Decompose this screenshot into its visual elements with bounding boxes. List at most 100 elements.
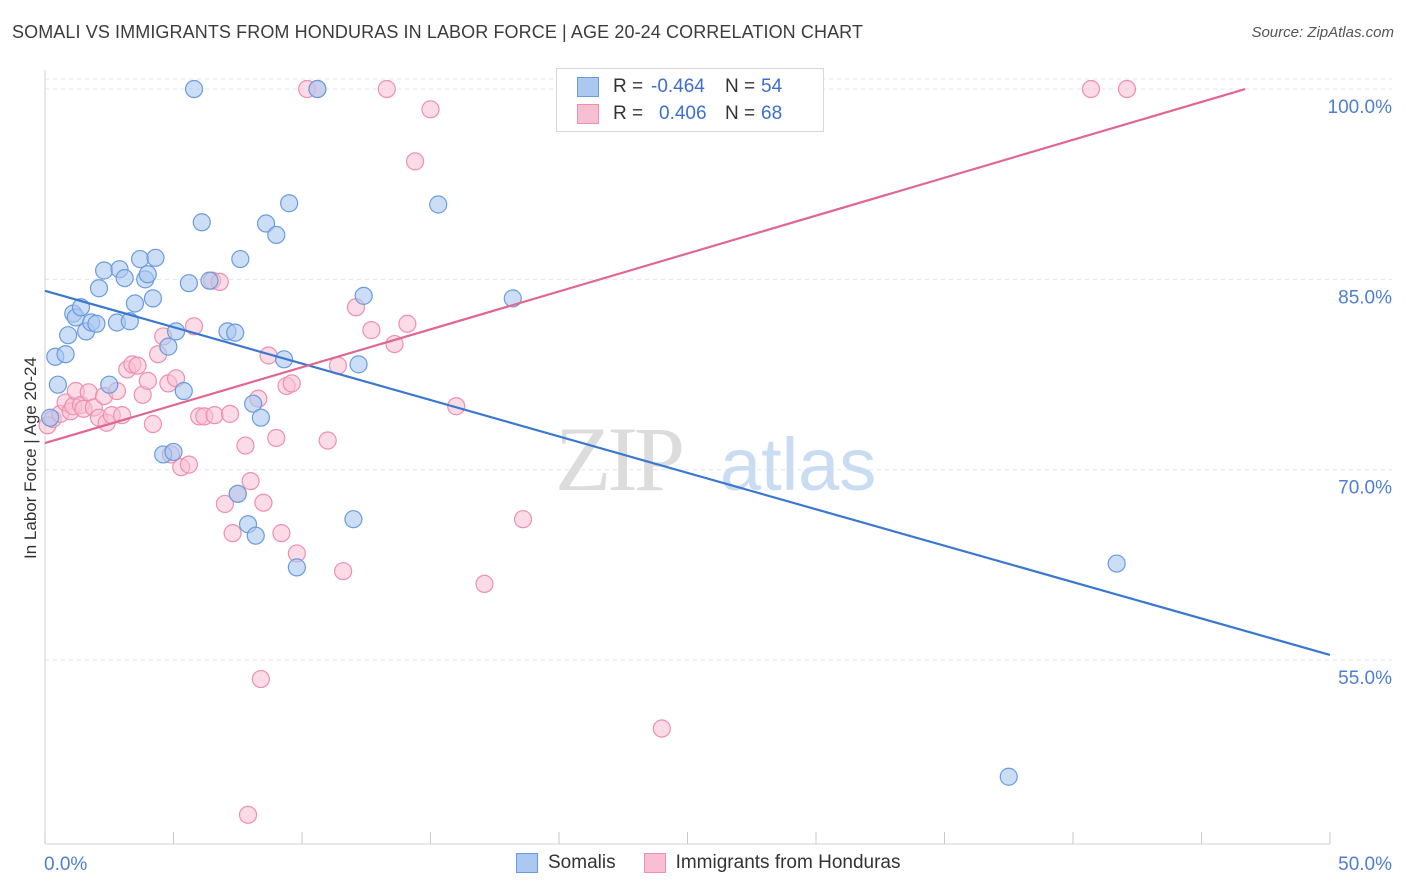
somali-point bbox=[231, 249, 250, 269]
honduras-point bbox=[334, 562, 353, 581]
honduras-point bbox=[513, 510, 533, 529]
somali-point bbox=[280, 194, 299, 213]
honduras-r-value: 0.406 bbox=[659, 103, 707, 124]
somali-point bbox=[246, 526, 265, 545]
trend-lines bbox=[44, 87, 1331, 656]
legend-row-honduras: R = 0.406 N = 68 bbox=[577, 102, 782, 126]
somali-point bbox=[349, 355, 368, 374]
somali-point bbox=[1107, 554, 1126, 573]
somali-point bbox=[143, 289, 163, 308]
axes bbox=[44, 70, 1331, 845]
honduras-point bbox=[398, 314, 417, 333]
somali-point bbox=[503, 289, 522, 308]
somali-point bbox=[115, 268, 134, 288]
honduras-point bbox=[254, 493, 273, 512]
honduras-point bbox=[421, 100, 440, 119]
somali-point bbox=[87, 314, 106, 333]
honduras-point bbox=[184, 317, 204, 336]
legend-item-honduras[interactable]: Immigrants from Honduras bbox=[643, 852, 901, 874]
honduras-point bbox=[236, 436, 255, 455]
series-legend: Somalis Immigrants from Honduras bbox=[516, 852, 928, 874]
somali-point bbox=[48, 375, 67, 394]
somali-point bbox=[267, 225, 286, 245]
watermark-atlas: atlas bbox=[720, 423, 876, 506]
somali-point bbox=[344, 510, 363, 529]
somali-point bbox=[100, 375, 119, 394]
honduras-swatch bbox=[577, 104, 599, 124]
honduras-point bbox=[143, 414, 163, 434]
honduras-point bbox=[652, 719, 671, 738]
honduras-point bbox=[128, 356, 147, 375]
honduras-point bbox=[79, 383, 98, 402]
honduras-legend-label: Immigrants from Honduras bbox=[675, 852, 901, 873]
honduras-point bbox=[405, 152, 425, 171]
somali-point bbox=[429, 195, 448, 214]
y-tick-label: 100.0% bbox=[1328, 97, 1393, 118]
x-tick-label-max: 50.0% bbox=[1338, 854, 1392, 875]
honduras-trend-line bbox=[44, 87, 1246, 445]
somali-point bbox=[251, 408, 270, 427]
somali-point bbox=[256, 214, 276, 233]
honduras-point bbox=[220, 404, 240, 423]
somali-trend-line bbox=[44, 289, 1331, 656]
honduras-point bbox=[377, 79, 396, 99]
honduras-point bbox=[241, 472, 260, 491]
somali-point bbox=[244, 394, 263, 413]
honduras-point bbox=[238, 805, 258, 824]
honduras-r-label: R = bbox=[613, 103, 644, 124]
y-tick-label: 70.0% bbox=[1338, 478, 1392, 499]
somali-point bbox=[226, 323, 245, 342]
somali-point bbox=[354, 286, 373, 305]
somali-point bbox=[200, 271, 219, 290]
honduras-point bbox=[251, 669, 270, 689]
honduras-point bbox=[272, 524, 291, 543]
somali-point bbox=[184, 79, 204, 99]
honduras-point bbox=[179, 455, 199, 474]
somali-point bbox=[138, 265, 157, 284]
honduras-point bbox=[205, 406, 224, 425]
honduras-point bbox=[318, 431, 337, 450]
honduras-point bbox=[1117, 79, 1137, 99]
somali-r-label: R = bbox=[613, 76, 644, 97]
source-credit: Source: ZipAtlas.com bbox=[1251, 24, 1394, 41]
y-axis-label: In Labor Force | Age 20-24 bbox=[21, 357, 40, 559]
tick-labels: 55.0% 70.0% 85.0% 100.0% 0.0% 50.0% bbox=[44, 97, 1392, 875]
honduras-point bbox=[1081, 79, 1101, 99]
somali-point bbox=[146, 248, 165, 267]
stats-legend: R = -0.464 N = 54 R = 0.406 N = 68 bbox=[556, 68, 824, 132]
chart-title: SOMALI VS IMMIGRANTS FROM HONDURAS IN LA… bbox=[12, 22, 864, 42]
honduras-n-label: N = bbox=[725, 103, 756, 124]
honduras-point bbox=[282, 374, 301, 393]
somali-point bbox=[41, 408, 60, 427]
somali-point bbox=[89, 279, 109, 298]
somalis-legend-label: Somalis bbox=[548, 852, 616, 873]
honduras-point bbox=[362, 321, 381, 340]
honduras-point bbox=[215, 494, 234, 514]
somali-swatch bbox=[577, 77, 599, 97]
honduras-legend-swatch bbox=[643, 853, 666, 873]
somali-r-value: -0.464 bbox=[651, 76, 705, 97]
honduras-point bbox=[138, 371, 157, 390]
somali-point bbox=[308, 79, 327, 99]
somali-point bbox=[56, 345, 75, 364]
grid-lines bbox=[45, 78, 1392, 661]
somali-n-label: N = bbox=[725, 76, 756, 97]
somali-point bbox=[130, 249, 150, 269]
somali-point bbox=[159, 337, 178, 356]
honduras-point bbox=[267, 428, 286, 448]
somali-point bbox=[59, 326, 78, 345]
somali-point bbox=[95, 261, 114, 280]
somali-points bbox=[41, 79, 1126, 786]
somali-point bbox=[179, 274, 199, 293]
honduras-point bbox=[475, 574, 494, 593]
y-tick-label: 85.0% bbox=[1338, 287, 1392, 308]
y-tick-label: 55.0% bbox=[1338, 668, 1392, 689]
somali-n-value: 54 bbox=[761, 76, 783, 97]
somali-point bbox=[164, 442, 183, 462]
watermark-zip: ZIP bbox=[555, 408, 682, 510]
somalis-legend-swatch bbox=[516, 853, 538, 873]
legend-item-somalis[interactable]: Somalis bbox=[516, 852, 616, 874]
somali-point bbox=[999, 767, 1018, 786]
somali-point bbox=[192, 213, 211, 232]
